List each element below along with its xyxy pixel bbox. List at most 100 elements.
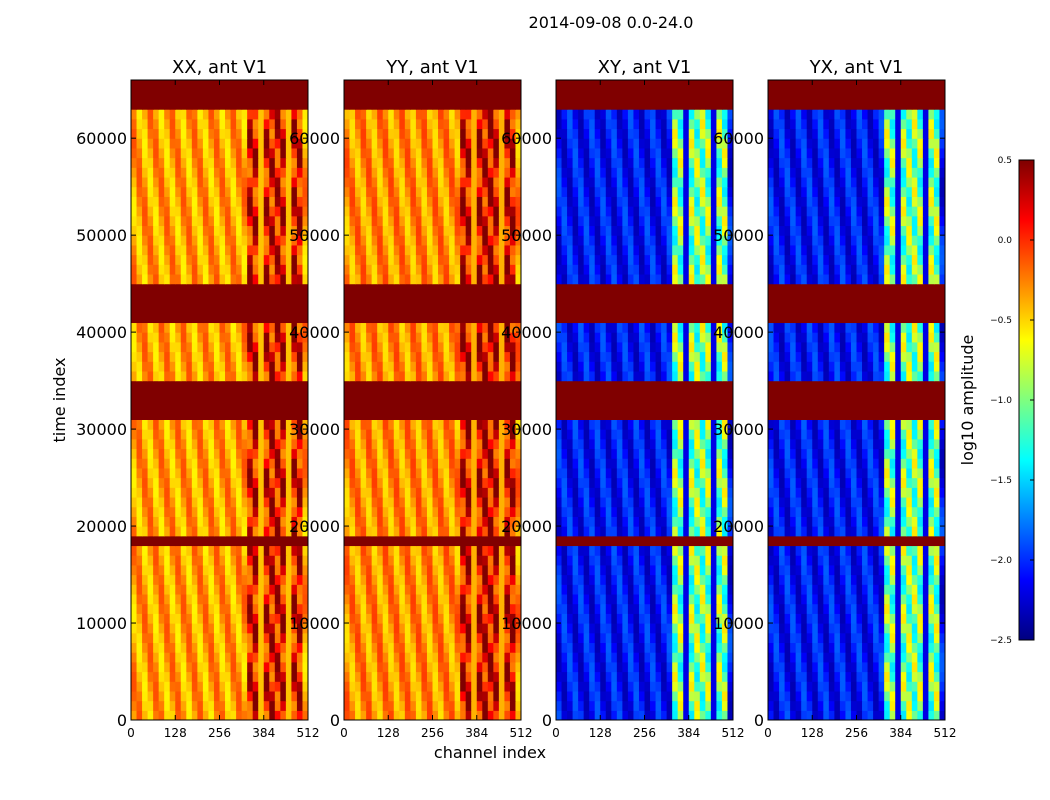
heatmap-cell [269, 681, 276, 692]
heatmap-cell [449, 429, 456, 440]
heatmap-cell [213, 574, 221, 585]
heatmap-cell [131, 681, 138, 692]
heatmap-cell [666, 632, 673, 644]
heatmap-cell [460, 206, 467, 217]
heatmap-cell [415, 303, 423, 314]
heatmap-cell [158, 264, 165, 275]
heatmap-cell [296, 535, 304, 547]
heatmap-cell [296, 225, 304, 236]
heatmap-cell [241, 642, 248, 653]
heatmap-cell [611, 632, 618, 644]
heatmap-cell [158, 283, 165, 294]
heatmap-cell [498, 545, 506, 556]
heatmap-cell [355, 700, 362, 711]
heatmap-cell [191, 642, 198, 653]
heatmap-cell [399, 80, 406, 91]
heatmap-cell [202, 89, 210, 100]
heatmap-cell [465, 710, 472, 720]
heatmap-cell [509, 671, 517, 682]
heatmap-cell [482, 380, 489, 391]
heatmap-cell [589, 623, 596, 634]
heatmap-cell [274, 526, 281, 537]
heatmap-cell [694, 603, 701, 614]
heatmap-cell [515, 254, 521, 265]
heatmap-cell [366, 690, 373, 702]
x-tick-label: 128 [377, 726, 400, 740]
heatmap-cell [208, 186, 215, 197]
heatmap-cell [509, 157, 517, 168]
heatmap-cell [274, 652, 281, 663]
heatmap-cell [410, 642, 417, 653]
heatmap-cell [131, 545, 138, 556]
heatmap-cell [650, 555, 657, 566]
heatmap-cell [567, 681, 574, 692]
heatmap-cell [515, 477, 521, 488]
heatmap-cell [230, 283, 237, 294]
heatmap-cell [600, 564, 607, 576]
heatmap-cell [258, 303, 265, 314]
heatmap-cell [404, 535, 411, 547]
heatmap-cell [263, 215, 270, 227]
heatmap-cell [443, 312, 450, 324]
heatmap-cell [482, 322, 489, 333]
heatmap-cell [285, 535, 293, 547]
heatmap-cell [247, 496, 254, 508]
heatmap-cell [366, 322, 373, 333]
heatmap-cell [197, 89, 204, 100]
heatmap-cell [410, 80, 417, 91]
heatmap-cell [366, 312, 373, 324]
heatmap-cell [393, 370, 400, 382]
heatmap-cell [454, 506, 461, 517]
heatmap-cell [247, 138, 254, 149]
heatmap-cell [147, 361, 154, 372]
heatmap-cell [186, 652, 193, 663]
heatmap-cell [454, 526, 461, 537]
heatmap-cell [131, 196, 138, 207]
heatmap-cell [274, 89, 281, 100]
heatmap-cell [180, 632, 187, 644]
heatmap-cell [175, 623, 182, 634]
heatmap-cell [465, 516, 472, 527]
heatmap-cell [578, 661, 585, 673]
heatmap-cell [236, 89, 243, 100]
heatmap-cell [583, 516, 590, 527]
heatmap-cell [225, 516, 232, 527]
heatmap-cell [263, 496, 270, 508]
heatmap-cell [344, 438, 351, 450]
heatmap-cell [142, 341, 149, 353]
heatmap-cell [263, 467, 270, 479]
heatmap-cell [721, 681, 729, 692]
heatmap-cell [175, 235, 182, 246]
heatmap-cell [487, 235, 494, 246]
heatmap-cell [280, 632, 287, 644]
heatmap-cell [438, 80, 445, 91]
heatmap-cell [605, 652, 612, 663]
heatmap-cell [296, 438, 304, 450]
heatmap-cell [454, 623, 461, 634]
heatmap-cell [291, 361, 298, 372]
heatmap-cell [366, 80, 373, 91]
heatmap-cell [421, 593, 428, 605]
heatmap-cell [721, 642, 729, 653]
heatmap-cell [672, 593, 679, 605]
heatmap-cell [498, 516, 506, 527]
heatmap-cell [460, 370, 467, 382]
heatmap-cell [371, 176, 378, 188]
heatmap-cell [487, 526, 494, 537]
heatmap-cell [186, 681, 193, 692]
heatmap-cell [191, 419, 198, 430]
heatmap-cell [131, 157, 138, 168]
heatmap-cell [263, 681, 270, 692]
heatmap-cell [509, 419, 517, 430]
heatmap-cell [443, 681, 450, 692]
heatmap-cell [509, 555, 517, 566]
heatmap-cell [225, 623, 232, 634]
heatmap-cell [252, 215, 259, 227]
heatmap-cell [388, 351, 395, 362]
heatmap-cell [344, 400, 351, 411]
heatmap-cell [175, 448, 182, 459]
heatmap-cell [247, 312, 254, 324]
heatmap-cell [415, 128, 423, 139]
heatmap-cell [655, 652, 662, 663]
heatmap-cell [247, 293, 254, 304]
